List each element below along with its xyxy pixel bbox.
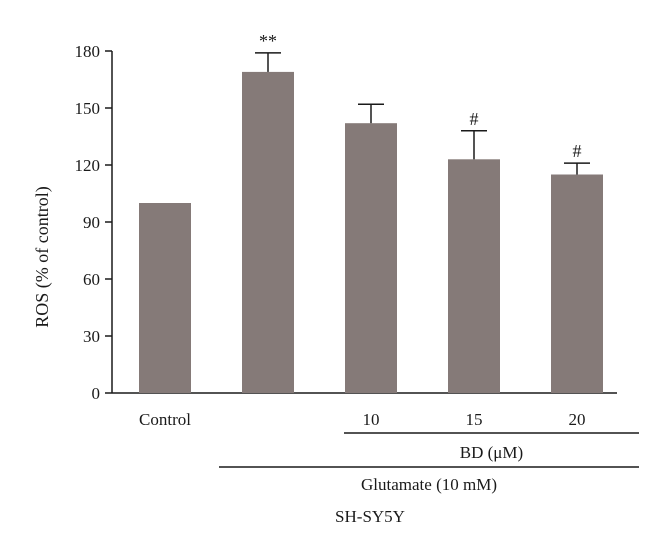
x-category-label: Control: [139, 410, 191, 429]
y-tick-label: 90: [83, 213, 100, 232]
group-brackets: BD (μM) Glutamate (10 mM): [219, 432, 639, 494]
bar: [448, 159, 500, 393]
y-tick-label: 150: [75, 99, 101, 118]
group-bracket-label: Glutamate (10 mM): [361, 475, 497, 494]
significance-marks: ** # #: [259, 31, 582, 161]
significance-mark: **: [259, 31, 277, 51]
x-category-label: 20: [569, 410, 586, 429]
y-axis-label: ROS (% of control): [32, 186, 53, 327]
y-tick-label: 30: [83, 327, 100, 346]
y-tick-label: 60: [83, 270, 100, 289]
significance-mark: #: [573, 141, 582, 161]
significance-mark: #: [470, 109, 479, 129]
x-category-label: 10: [363, 410, 380, 429]
group-bracket-label: BD (μM): [460, 443, 523, 462]
x-category-label: 15: [466, 410, 483, 429]
y-tick-label: 180: [75, 42, 101, 61]
bar: [242, 71, 294, 394]
bar: [551, 174, 603, 393]
bars: [139, 71, 603, 394]
error-bars: [255, 52, 590, 175]
x-axis-categories: Control 10 15 20: [139, 410, 585, 429]
y-tick-label: 0: [92, 384, 101, 403]
y-tick-label: 120: [75, 156, 101, 175]
bar: [345, 123, 397, 393]
bar: [139, 203, 191, 393]
cell-line-label: SH-SY5Y: [335, 507, 405, 526]
